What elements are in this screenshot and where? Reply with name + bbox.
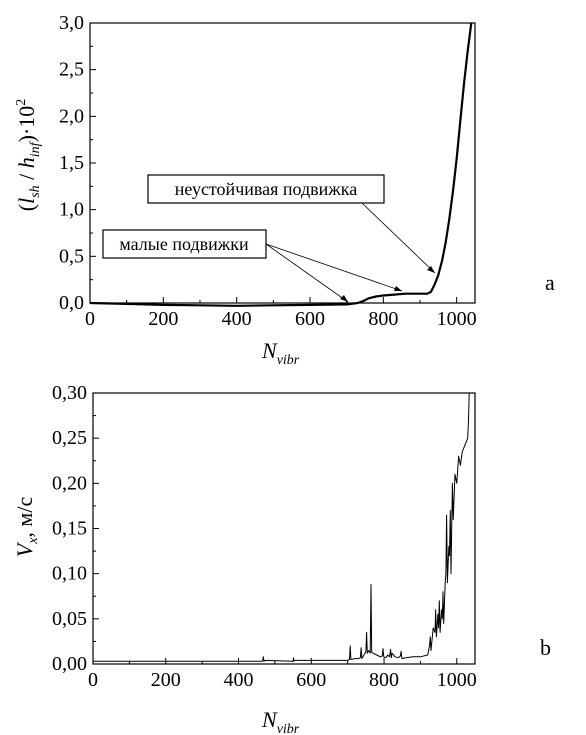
y-tick-label: 0,5 xyxy=(59,245,84,267)
y-tick-label: 0,0 xyxy=(59,292,84,314)
series-line-a xyxy=(89,22,473,307)
plot-frame-b xyxy=(92,392,476,665)
y-tick-label: 2,0 xyxy=(59,105,84,127)
y-tick-label: 0,25 xyxy=(52,427,87,449)
annotation-box xyxy=(147,174,385,204)
x-tick-label: 1000 xyxy=(437,669,477,691)
y-tick-label: 0,10 xyxy=(52,563,87,585)
y-axis-label-a: (lsh / hinf)·102 xyxy=(14,99,43,211)
plot-frame-a xyxy=(89,22,476,304)
y-tick-label: 0,00 xyxy=(52,653,87,675)
x-tick-label: 200 xyxy=(151,669,181,691)
x-tick-label: 600 xyxy=(295,308,325,330)
x-tick-label: 400 xyxy=(222,308,252,330)
y-tick-label: 1,5 xyxy=(59,152,84,174)
y-tick-label: 0,05 xyxy=(52,608,87,630)
x-axis-label-b: Nvibr xyxy=(261,707,300,735)
annotation-arrowhead xyxy=(427,266,435,273)
panel-letter-b: b xyxy=(540,635,551,660)
annotation-arrow xyxy=(361,202,436,274)
y-ticks-b: 0,00 0,05 0,10 0,15 0,20 0,25 0,30 xyxy=(52,382,99,675)
annotation-arrow xyxy=(265,243,403,292)
x-ticks-b: 0 200 400 600 800 1000 xyxy=(88,658,477,691)
series-line-b xyxy=(93,392,470,662)
panel-b: 0,00 0,05 0,10 0,15 0,20 0,25 0,30 0 200 400 600 8… xyxy=(12,382,551,735)
x-axis-label-a: Nvibr xyxy=(261,338,300,368)
annotation-text: малые подвижки xyxy=(119,234,249,254)
annotation-arrow xyxy=(265,243,349,303)
x-ticks-a: 0 200 400 600 800 1000 xyxy=(85,297,477,330)
y-tick-label: 3,0 xyxy=(59,12,84,34)
x-tick-label: 1000 xyxy=(437,308,477,330)
y-tick-label: 0,15 xyxy=(52,518,87,540)
x-tick-label: 0 xyxy=(85,308,95,330)
annotation-unstable: неустойчивая подвижка xyxy=(147,174,436,274)
y-tick-label: 0,30 xyxy=(52,382,87,404)
x-tick-label: 400 xyxy=(224,669,254,691)
annotation-small: малые подвижки xyxy=(102,229,403,303)
annotation-arrowhead xyxy=(394,286,402,291)
x-tick-label: 200 xyxy=(148,308,178,330)
y-ticks-a: 0,0 0,5 1,0 1,5 2,0 2,5 3,0 xyxy=(59,12,96,314)
y-tick-label: 0,20 xyxy=(52,472,87,494)
annotation-arrowhead xyxy=(340,295,348,302)
x-tick-label: 0 xyxy=(88,669,98,691)
x-tick-label: 800 xyxy=(369,669,399,691)
y-tick-label: 2,5 xyxy=(59,59,84,81)
x-tick-label: 800 xyxy=(368,308,398,330)
y-axis-label-b: Vx, м/с xyxy=(12,497,41,558)
panel-a: 0,00,51,01,52,02,53,0 0 200 400 600 800 1000 … xyxy=(14,12,555,368)
y-tick-label: 1,0 xyxy=(59,199,84,221)
annotation-text: неустойчивая подвижка xyxy=(175,179,357,199)
panel-letter-a: a xyxy=(545,270,555,295)
x-tick-label: 600 xyxy=(296,669,326,691)
